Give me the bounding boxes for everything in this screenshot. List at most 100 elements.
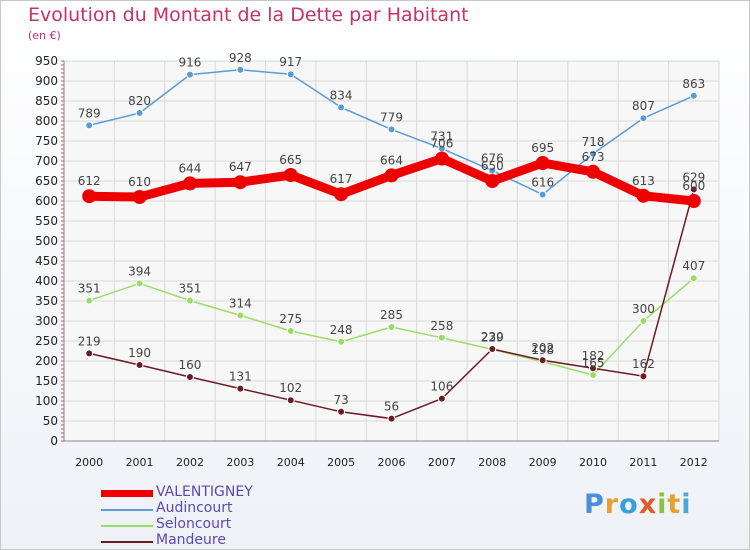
y-tick-label: 250 bbox=[35, 334, 58, 348]
data-label-audincourt: 731 bbox=[430, 130, 453, 144]
data-point-seloncourt bbox=[387, 323, 396, 331]
data-point-valentigney bbox=[82, 189, 97, 204]
y-tick-label: 700 bbox=[35, 154, 58, 168]
data-label-seloncourt: 314 bbox=[229, 296, 252, 310]
data-point-valentigney bbox=[384, 168, 399, 183]
data-label-audincourt: 863 bbox=[682, 77, 705, 91]
x-tick-label: 2011 bbox=[629, 456, 657, 469]
x-tick-label: 2009 bbox=[529, 456, 557, 469]
data-label-valentigney: 664 bbox=[380, 153, 403, 167]
data-label-mandeure: 73 bbox=[333, 393, 348, 407]
data-point-seloncourt bbox=[236, 311, 245, 320]
x-tick-label: 2012 bbox=[680, 456, 708, 469]
data-label-valentigney: 610 bbox=[128, 175, 151, 189]
y-tick-label: 400 bbox=[35, 274, 58, 288]
data-label-valentigney: 644 bbox=[179, 161, 202, 175]
data-label-mandeure: 202 bbox=[531, 341, 554, 355]
data-label-audincourt: 807 bbox=[632, 99, 655, 113]
data-point-audincourt bbox=[337, 103, 346, 112]
data-label-seloncourt: 198 bbox=[531, 343, 554, 357]
x-tick-label: 2005 bbox=[327, 456, 355, 469]
x-tick-label: 2006 bbox=[378, 456, 406, 469]
data-label-mandeure: 56 bbox=[384, 400, 399, 414]
data-label-valentigney: 647 bbox=[229, 160, 252, 174]
x-tick-label: 2003 bbox=[226, 456, 254, 469]
data-point-mandeure bbox=[337, 407, 346, 416]
data-point-seloncourt bbox=[85, 296, 94, 305]
data-point-seloncourt bbox=[135, 279, 144, 288]
data-label-mandeure: 162 bbox=[632, 357, 655, 371]
data-label-audincourt: 718 bbox=[582, 135, 605, 149]
y-tick-label: 850 bbox=[35, 94, 58, 108]
data-point-mandeure bbox=[437, 394, 446, 403]
data-point-mandeure bbox=[135, 361, 144, 369]
x-tick-label: 2004 bbox=[277, 456, 305, 469]
legend-label: Audincourt bbox=[156, 500, 233, 516]
legend-swatch bbox=[101, 490, 153, 497]
data-label-audincourt: 820 bbox=[128, 94, 151, 108]
data-label-seloncourt: 248 bbox=[330, 323, 353, 337]
y-tick-label: 650 bbox=[35, 174, 58, 188]
data-label-seloncourt: 351 bbox=[179, 282, 202, 296]
data-label-seloncourt: 285 bbox=[380, 308, 403, 322]
y-tick-label: 150 bbox=[35, 374, 58, 388]
data-label-seloncourt: 394 bbox=[128, 264, 151, 278]
logo-letter: t bbox=[667, 489, 682, 520]
data-point-audincourt bbox=[589, 149, 598, 158]
data-point-audincourt bbox=[85, 121, 94, 130]
data-point-seloncourt bbox=[185, 296, 194, 305]
data-label-valentigney: 612 bbox=[78, 174, 101, 188]
data-label-mandeure: 102 bbox=[279, 381, 302, 395]
data-point-valentigney bbox=[334, 187, 349, 202]
data-label-mandeure: 190 bbox=[128, 346, 151, 360]
data-label-valentigney: 600 bbox=[682, 179, 705, 193]
data-point-valentigney bbox=[535, 156, 550, 170]
data-labels: 789 820 916 928 917 834 779 731 676 616 718 807 863 3… bbox=[78, 51, 706, 414]
data-label-valentigney: 650 bbox=[481, 159, 504, 173]
data-point-seloncourt bbox=[689, 274, 698, 283]
y-tick-label: 950 bbox=[35, 54, 58, 68]
data-point-audincourt bbox=[286, 70, 295, 79]
data-point-seloncourt bbox=[337, 337, 346, 346]
data-point-mandeure bbox=[85, 349, 94, 358]
x-tick-label: 2002 bbox=[176, 456, 204, 469]
legend-label: Seloncourt bbox=[156, 516, 232, 532]
data-point-audincourt bbox=[135, 109, 144, 117]
x-tick-label: 2008 bbox=[478, 456, 506, 469]
data-label-seloncourt: 300 bbox=[632, 302, 655, 316]
data-label-valentigney: 695 bbox=[531, 141, 554, 155]
y-tick-label: 300 bbox=[35, 314, 58, 328]
data-label-audincourt: 916 bbox=[179, 56, 202, 70]
data-point-mandeure bbox=[286, 396, 295, 405]
data-label-valentigney: 665 bbox=[279, 153, 302, 167]
data-label-audincourt: 616 bbox=[531, 176, 554, 190]
logo-letter: i bbox=[681, 489, 692, 520]
logo-letter: x bbox=[638, 489, 658, 520]
data-point-seloncourt bbox=[437, 333, 446, 342]
data-point-audincourt bbox=[387, 125, 396, 134]
data-label-audincourt: 676 bbox=[481, 152, 504, 166]
x-tick-label: 2007 bbox=[428, 456, 456, 469]
grid bbox=[63, 60, 720, 442]
data-point-audincourt bbox=[538, 190, 547, 199]
legend-label: Mandeure bbox=[156, 532, 226, 548]
data-label-audincourt: 779 bbox=[380, 110, 403, 124]
data-label-mandeure: 629 bbox=[682, 170, 705, 184]
data-point-audincourt bbox=[185, 70, 194, 79]
data-point-valentigney bbox=[586, 164, 601, 179]
x-tick-label: 2000 bbox=[75, 456, 103, 469]
data-point-valentigney bbox=[182, 176, 197, 191]
y-tick-label: 750 bbox=[35, 134, 58, 148]
x-tick-label: 2001 bbox=[126, 456, 154, 469]
series-lines bbox=[82, 65, 701, 423]
data-point-mandeure bbox=[387, 414, 396, 423]
legend-swatch bbox=[101, 509, 153, 511]
data-label-valentigney: 613 bbox=[632, 174, 655, 188]
x-tick-label: 2010 bbox=[579, 456, 607, 469]
data-label-valentigney: 673 bbox=[582, 150, 605, 164]
data-label-mandeure: 131 bbox=[229, 370, 252, 384]
legend-swatch bbox=[101, 525, 153, 527]
y-tick-label: 500 bbox=[35, 234, 58, 248]
data-label-mandeure: 106 bbox=[430, 380, 453, 394]
